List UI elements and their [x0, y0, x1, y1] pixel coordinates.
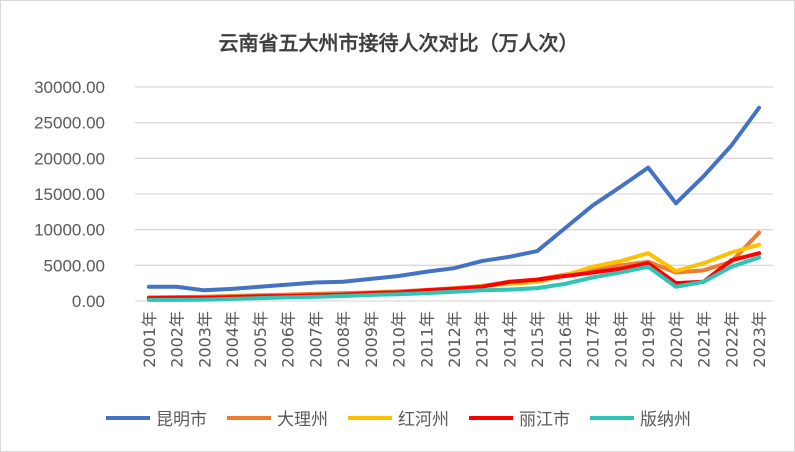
- x-tick-label: 2015年: [528, 311, 547, 368]
- x-tick-label: 2007年: [306, 311, 325, 368]
- series-line: [146, 255, 762, 302]
- x-tick-label: 2021年: [695, 311, 714, 368]
- x-tick-label: 2010年: [390, 311, 409, 368]
- x-tick-label: 2023年: [750, 311, 769, 368]
- x-tick-label: 2006年: [279, 311, 298, 368]
- legend-label: 昆明市: [156, 410, 207, 430]
- legend: 昆明市 大理州 红河州 丽江市 版纳州: [1, 405, 794, 430]
- legend-swatch: [590, 415, 634, 420]
- x-tick-label: 2022年: [722, 311, 741, 368]
- x-tick-label: 2013年: [473, 311, 492, 368]
- y-tick-label: 30000.00: [34, 78, 105, 97]
- legend-item: 丽江市: [469, 405, 570, 430]
- legend-label: 版纳州: [640, 410, 691, 430]
- legend-swatch: [106, 415, 150, 420]
- legend-label: 大理州: [277, 410, 328, 430]
- x-tick-label: 2016年: [556, 311, 575, 368]
- chart-title: 云南省五大州市接待人次对比（万人次）: [218, 31, 579, 55]
- legend-item: 昆明市: [106, 405, 207, 430]
- x-tick-label: 2009年: [362, 311, 381, 368]
- x-tick-label: 2014年: [500, 311, 519, 368]
- legend-swatch: [469, 415, 513, 420]
- x-tick-label: 2020年: [667, 311, 686, 368]
- x-tick-label: 2012年: [445, 311, 464, 368]
- y-tick-label: 10000.00: [34, 221, 105, 240]
- legend-item: 版纳州: [590, 405, 691, 430]
- x-tick-label: 2011年: [417, 311, 436, 368]
- x-tick-label: 2008年: [334, 311, 353, 368]
- legend-swatch: [348, 415, 392, 420]
- x-tick-label: 2003年: [195, 311, 214, 368]
- x-tick-label: 2018年: [611, 311, 630, 368]
- legend-label: 丽江市: [519, 410, 570, 430]
- x-tick-label: 2004年: [223, 311, 242, 368]
- y-tick-label: 5000.00: [44, 256, 105, 275]
- x-tick-label: 2019年: [639, 311, 658, 368]
- y-tick-label: 25000.00: [34, 114, 105, 133]
- y-tick-label: 20000.00: [34, 149, 105, 168]
- legend-swatch: [227, 415, 271, 420]
- x-tick-label: 2001年: [140, 311, 159, 368]
- legend-label: 红河州: [398, 410, 449, 430]
- y-tick-label: 0.00: [72, 292, 105, 311]
- legend-item: 红河州: [348, 405, 449, 430]
- x-tick-label: 2002年: [168, 311, 187, 368]
- y-tick-label: 15000.00: [34, 185, 105, 204]
- series-line: [146, 105, 762, 293]
- x-tick-label: 2017年: [584, 311, 603, 368]
- x-tick-label: 2005年: [251, 311, 270, 368]
- legend-item: 大理州: [227, 405, 328, 430]
